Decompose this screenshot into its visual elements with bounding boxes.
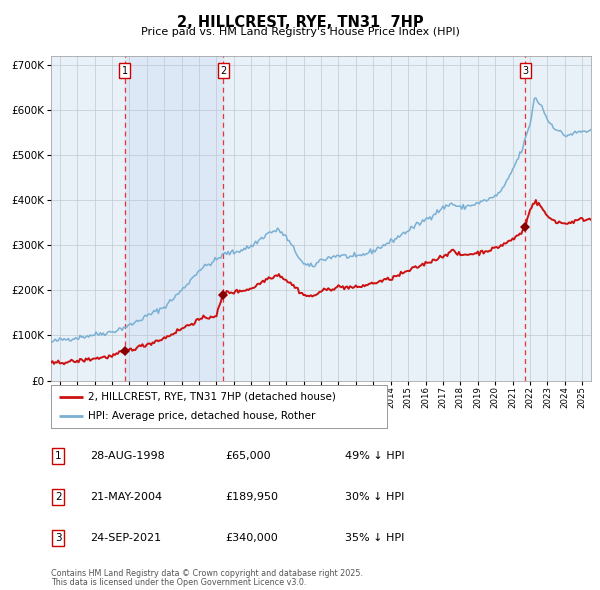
Text: £189,950: £189,950 (225, 492, 278, 502)
Text: Price paid vs. HM Land Registry's House Price Index (HPI): Price paid vs. HM Land Registry's House … (140, 27, 460, 37)
Text: This data is licensed under the Open Government Licence v3.0.: This data is licensed under the Open Gov… (51, 578, 307, 588)
Text: 30% ↓ HPI: 30% ↓ HPI (345, 492, 404, 502)
Text: 2, HILLCREST, RYE, TN31 7HP (detached house): 2, HILLCREST, RYE, TN31 7HP (detached ho… (88, 392, 336, 402)
Bar (125, 56, 223, 381)
Text: £340,000: £340,000 (225, 533, 278, 543)
Text: 2: 2 (220, 65, 226, 76)
Text: 21-MAY-2004: 21-MAY-2004 (90, 492, 162, 502)
Text: 3: 3 (522, 65, 529, 76)
Text: 49% ↓ HPI: 49% ↓ HPI (345, 451, 404, 461)
Text: 35% ↓ HPI: 35% ↓ HPI (345, 533, 404, 543)
Text: 1: 1 (122, 65, 128, 76)
Text: 2: 2 (55, 492, 62, 502)
Text: 24-SEP-2021: 24-SEP-2021 (90, 533, 161, 543)
Text: Contains HM Land Registry data © Crown copyright and database right 2025.: Contains HM Land Registry data © Crown c… (51, 569, 363, 578)
Text: £65,000: £65,000 (225, 451, 271, 461)
Text: 28-AUG-1998: 28-AUG-1998 (90, 451, 165, 461)
Text: 1: 1 (55, 451, 62, 461)
Text: 2, HILLCREST, RYE, TN31  7HP: 2, HILLCREST, RYE, TN31 7HP (176, 15, 424, 30)
Text: HPI: Average price, detached house, Rother: HPI: Average price, detached house, Roth… (88, 411, 316, 421)
Text: 3: 3 (55, 533, 62, 543)
